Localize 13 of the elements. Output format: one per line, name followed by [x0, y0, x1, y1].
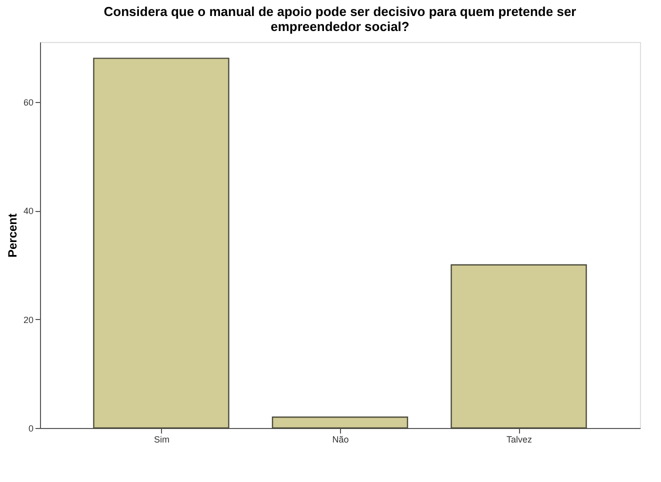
bar — [272, 416, 408, 429]
y-tick-label: 0 — [28, 424, 34, 434]
y-tick-label: 60 — [23, 97, 34, 108]
bar — [450, 264, 587, 429]
y-tick-label: 40 — [23, 206, 34, 216]
y-axis-title: Percent — [5, 213, 20, 258]
x-tick-label: Sim — [154, 434, 170, 444]
x-tick-label: Não — [332, 434, 349, 444]
text: empreendedor social? — [270, 19, 410, 34]
bar — [93, 58, 230, 429]
y-tick-label: 20 — [23, 314, 34, 325]
text: Considera que o manual de apoio pode ser decisivo para quem pretende ser — [104, 4, 576, 19]
x-tick-label: Talvez — [506, 434, 533, 444]
